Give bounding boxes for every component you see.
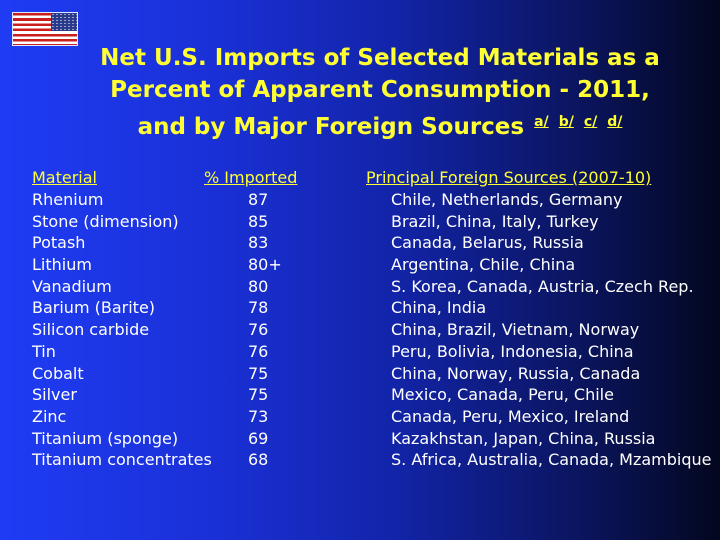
- pct-cell: 68: [248, 450, 269, 470]
- table-row: Rhenium 87 Chile, Netherlands, Germany: [0, 189, 720, 211]
- pct-cell: 78: [248, 298, 269, 318]
- table-row: Lithium 80+ Argentina, Chile, China: [0, 254, 720, 276]
- sources-cell: S. Korea, Canada, Austria, Czech Rep.: [391, 276, 694, 296]
- sources-cell: China, Norway, Russia, Canada: [391, 363, 641, 383]
- flag-canton: [51, 13, 77, 31]
- material-cell: Titanium concentrates: [32, 450, 212, 470]
- title-line-1: Net U.S. Imports of Selected Materials a…: [100, 45, 660, 71]
- material-cell: Stone (dimension): [32, 211, 179, 231]
- pct-cell: 75: [248, 363, 269, 383]
- pct-cell: 76: [248, 320, 269, 340]
- pct-cell: 83: [248, 233, 269, 253]
- material-cell: Lithium: [32, 255, 92, 275]
- materials-table: Rhenium 87 Chile, Netherlands, Germany Sto…: [0, 189, 720, 471]
- slide-title: Net U.S. Imports of Selected Materials a…: [40, 42, 720, 143]
- sources-cell: Brazil, China, Italy, Turkey: [391, 211, 599, 231]
- table-row: Silver 75 Mexico, Canada, Peru, Chile: [0, 384, 720, 406]
- pct-cell: 80: [248, 276, 269, 296]
- material-cell: Barium (Barite): [32, 298, 156, 318]
- sources-cell: S. Africa, Australia, Canada, Mzambique: [391, 450, 712, 470]
- sources-cell: Mexico, Canada, Peru, Chile: [391, 385, 614, 405]
- material-cell: Potash: [32, 233, 86, 253]
- pct-cell: 85: [248, 211, 269, 231]
- material-cell: Vanadium: [32, 276, 112, 296]
- header-pct-imported: % Imported: [204, 168, 298, 187]
- pct-cell: 73: [248, 406, 269, 426]
- table-row: Tin 76 Peru, Bolivia, Indonesia, China: [0, 341, 720, 363]
- sources-cell: Argentina, Chile, China: [391, 255, 576, 275]
- footnote-d: d/: [607, 114, 623, 130]
- footnote-b: b/: [558, 114, 574, 130]
- pct-cell: 80+: [248, 255, 282, 275]
- footnote-c: c/: [583, 114, 598, 130]
- material-cell: Tin: [32, 341, 56, 361]
- material-cell: Zinc: [32, 406, 67, 426]
- header-material: Material: [32, 168, 97, 187]
- footnote-a: a/: [534, 114, 549, 130]
- sources-cell: China, Brazil, Vietnam, Norway: [391, 320, 640, 340]
- table-row: Titanium concentrates 68 S. Africa, Austra…: [0, 449, 720, 471]
- table-row: Cobalt 75 China, Norway, Russia, Canada: [0, 363, 720, 385]
- table-row: Titanium (sponge) 69 Kazakhstan, Japan, Ch…: [0, 428, 720, 450]
- table-row: Potash 83 Canada, Belarus, Russia: [0, 232, 720, 254]
- table-row: Silicon carbide 76 China, Brazil, Vietnam,…: [0, 319, 720, 341]
- table-row: Vanadium 80 S. Korea, Canada, Austria, Cze…: [0, 276, 720, 298]
- title-line-2: Percent of Apparent Consumption - 2011,: [110, 77, 650, 103]
- sources-cell: Kazakhstan, Japan, China, Russia: [391, 428, 656, 448]
- sources-cell: China, India: [391, 298, 487, 318]
- table-row: Barium (Barite) 78 China, India: [0, 297, 720, 319]
- material-cell: Silicon carbide: [32, 320, 150, 340]
- pct-cell: 76: [248, 341, 269, 361]
- pct-cell: 69: [248, 428, 269, 448]
- sources-cell: Canada, Peru, Mexico, Ireland: [391, 406, 630, 426]
- sources-cell: Peru, Bolivia, Indonesia, China: [391, 341, 634, 361]
- title-line-3-text: and by Major Foreign Sources: [137, 114, 525, 140]
- material-cell: Silver: [32, 385, 77, 405]
- material-cell: Cobalt: [32, 363, 84, 383]
- title-line-3: and by Major Foreign Sources a/ b/ c/ d/: [40, 106, 720, 143]
- pct-cell: 75: [248, 385, 269, 405]
- material-cell: Titanium (sponge): [32, 428, 179, 448]
- us-flag-icon: [12, 12, 78, 46]
- material-cell: Rhenium: [32, 190, 104, 209]
- table-row: Stone (dimension) 85 Brazil, China, Italy,…: [0, 211, 720, 233]
- sources-cell: Canada, Belarus, Russia: [391, 233, 584, 253]
- table-row: Zinc 73 Canada, Peru, Mexico, Ireland: [0, 406, 720, 428]
- sources-cell: Chile, Netherlands, Germany: [391, 190, 623, 209]
- header-principal-sources: Principal Foreign Sources (2007-10): [366, 168, 652, 187]
- pct-cell: 87: [248, 190, 269, 209]
